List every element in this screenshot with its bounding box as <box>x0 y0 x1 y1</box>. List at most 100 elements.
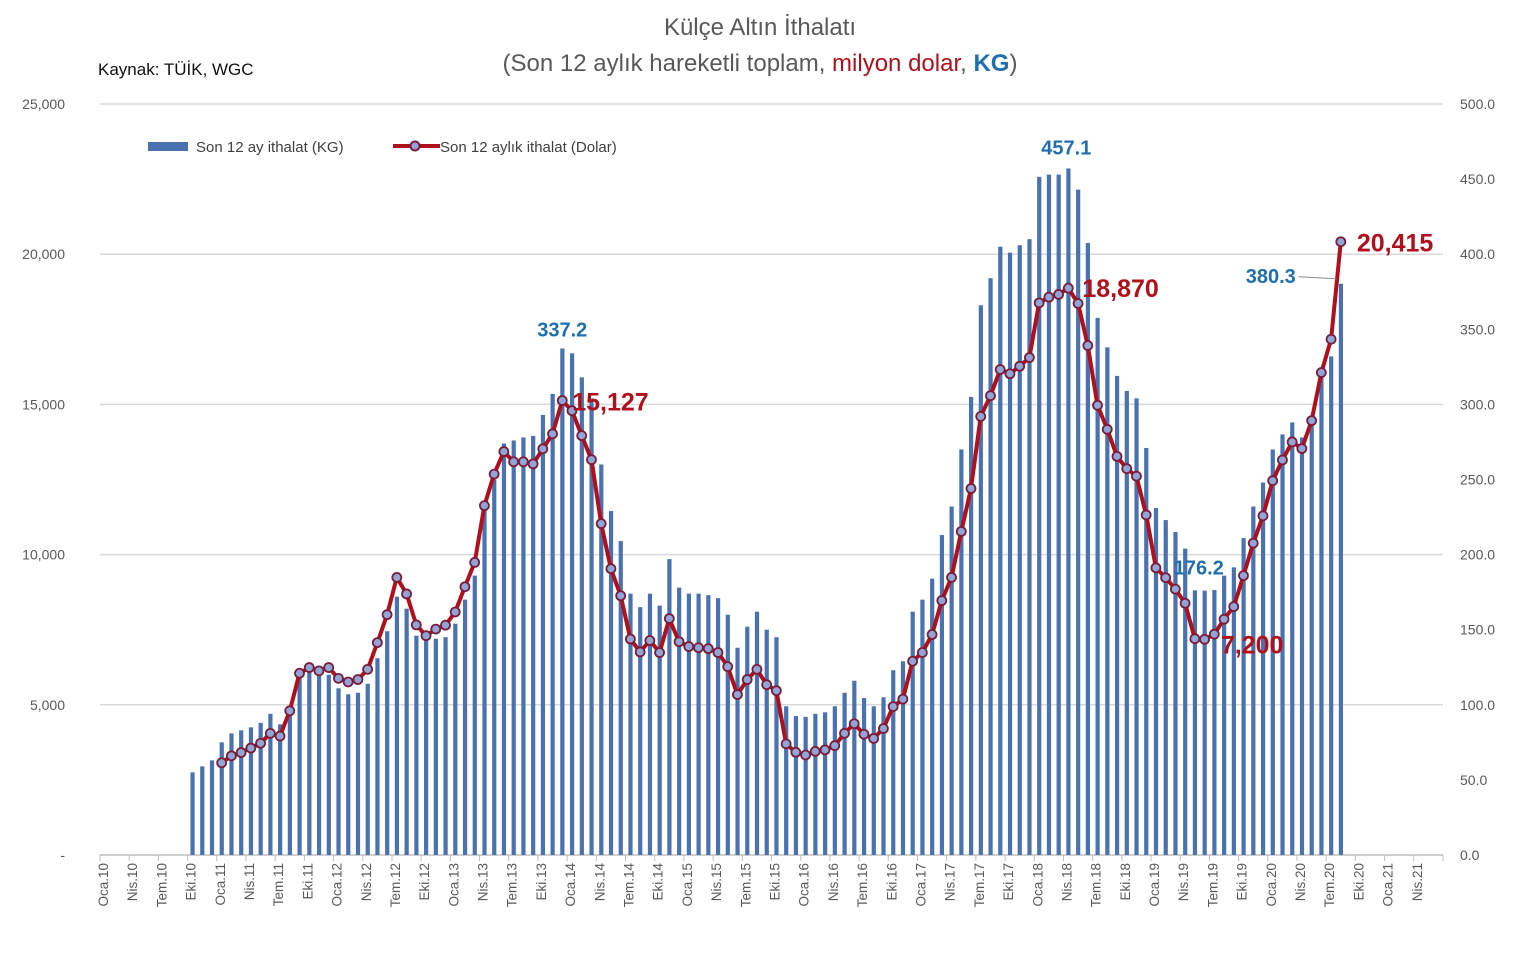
x-tick-label: Tem.11 <box>271 863 286 906</box>
bar <box>1027 239 1032 855</box>
line-marker <box>1218 613 1230 625</box>
bar <box>715 598 721 855</box>
line-marker <box>800 749 811 761</box>
right-tick-label: 50.0 <box>1460 772 1487 788</box>
data-label: 15,127 <box>572 389 648 417</box>
line-marker <box>1014 360 1026 372</box>
bar <box>1085 242 1090 855</box>
line-marker <box>1228 601 1240 612</box>
bar <box>618 541 623 855</box>
line-marker <box>371 637 383 649</box>
bar <box>1241 538 1246 855</box>
line-marker <box>216 757 228 769</box>
x-tick-label: Nis.14 <box>592 863 607 902</box>
bar <box>1299 437 1305 855</box>
bar <box>521 437 526 855</box>
line-marker <box>683 641 695 652</box>
line-marker <box>624 633 636 645</box>
line-marker <box>498 446 510 457</box>
line-marker <box>946 572 957 583</box>
x-tick-label: Eki.15 <box>768 863 783 901</box>
bar <box>1163 520 1168 855</box>
line-marker <box>566 405 578 417</box>
chart-title: Külçe Altın İthalatı <box>664 14 856 41</box>
line-marker <box>576 430 588 442</box>
bar <box>1192 590 1198 855</box>
left-tick-label: 5,000 <box>30 697 65 713</box>
line-marker <box>362 663 374 675</box>
bar <box>278 724 283 855</box>
bar <box>706 595 711 855</box>
right-tick-label: 400.0 <box>1460 246 1495 262</box>
bar <box>677 587 682 855</box>
line-marker <box>897 693 909 705</box>
bar <box>1231 567 1236 855</box>
x-tick-label: Oca.15 <box>680 863 695 907</box>
line-marker <box>975 411 987 422</box>
line-marker <box>1179 597 1191 609</box>
bar <box>608 511 614 855</box>
bar <box>784 706 789 855</box>
line-marker <box>887 701 899 713</box>
bar <box>589 398 594 855</box>
x-tick-label: Oca.21 <box>1381 863 1396 907</box>
x-tick-label: Oca.13 <box>446 863 461 907</box>
data-label: 7,200 <box>1221 632 1284 660</box>
data-label: 176.2 <box>1174 557 1224 579</box>
line-marker <box>722 661 734 673</box>
bar <box>1153 508 1159 855</box>
bar <box>492 479 497 855</box>
x-tick-label: Eki.11 <box>300 863 315 900</box>
bar <box>1076 189 1081 855</box>
left-tick-label: 10,000 <box>22 547 65 563</box>
x-tick-label: Nis.12 <box>359 863 374 901</box>
right-tick-label: 250.0 <box>1460 472 1495 488</box>
line-marker <box>430 623 442 635</box>
line-series <box>216 236 1347 769</box>
bar <box>200 766 205 855</box>
line-marker <box>1101 423 1113 435</box>
bar <box>453 623 458 855</box>
bar <box>1183 548 1188 855</box>
line-marker <box>1023 352 1035 363</box>
legend-swatch-bar <box>148 142 188 151</box>
bar <box>1124 390 1129 855</box>
bar <box>287 707 292 855</box>
bar <box>725 614 730 855</box>
bar <box>443 637 448 855</box>
bar <box>375 658 380 855</box>
x-tick-label: Nis.20 <box>1293 863 1308 901</box>
line-marker <box>1062 282 1074 294</box>
bar <box>472 575 477 855</box>
x-tick-label: Eki.12 <box>417 863 432 901</box>
x-tick-label: Nis.13 <box>476 863 491 901</box>
line-marker <box>547 428 558 440</box>
bar <box>910 611 915 855</box>
line-marker <box>1121 463 1133 475</box>
line-marker <box>770 685 782 697</box>
data-label: 18,870 <box>1082 275 1158 303</box>
right-tick-label: 200.0 <box>1460 547 1495 563</box>
data-label: 20,415 <box>1357 230 1434 258</box>
bar <box>394 596 400 855</box>
line-marker <box>294 667 305 679</box>
line-marker <box>1286 436 1298 448</box>
bar <box>385 631 390 855</box>
line-marker <box>1131 470 1142 482</box>
right-tick-label: 100.0 <box>1460 697 1495 713</box>
x-tick-label: Eki.10 <box>184 863 199 901</box>
bar <box>1309 419 1314 855</box>
bar <box>774 637 779 855</box>
x-tick-label: Eki.17 <box>1001 863 1016 901</box>
line-marker <box>907 655 919 667</box>
bar <box>599 464 604 855</box>
bar <box>462 599 468 855</box>
line-path <box>220 241 1343 765</box>
line-marker <box>741 674 753 685</box>
line-marker <box>1257 510 1269 522</box>
bar <box>803 716 808 855</box>
bar <box>1270 449 1275 855</box>
bar <box>978 305 983 855</box>
bar <box>316 673 322 855</box>
